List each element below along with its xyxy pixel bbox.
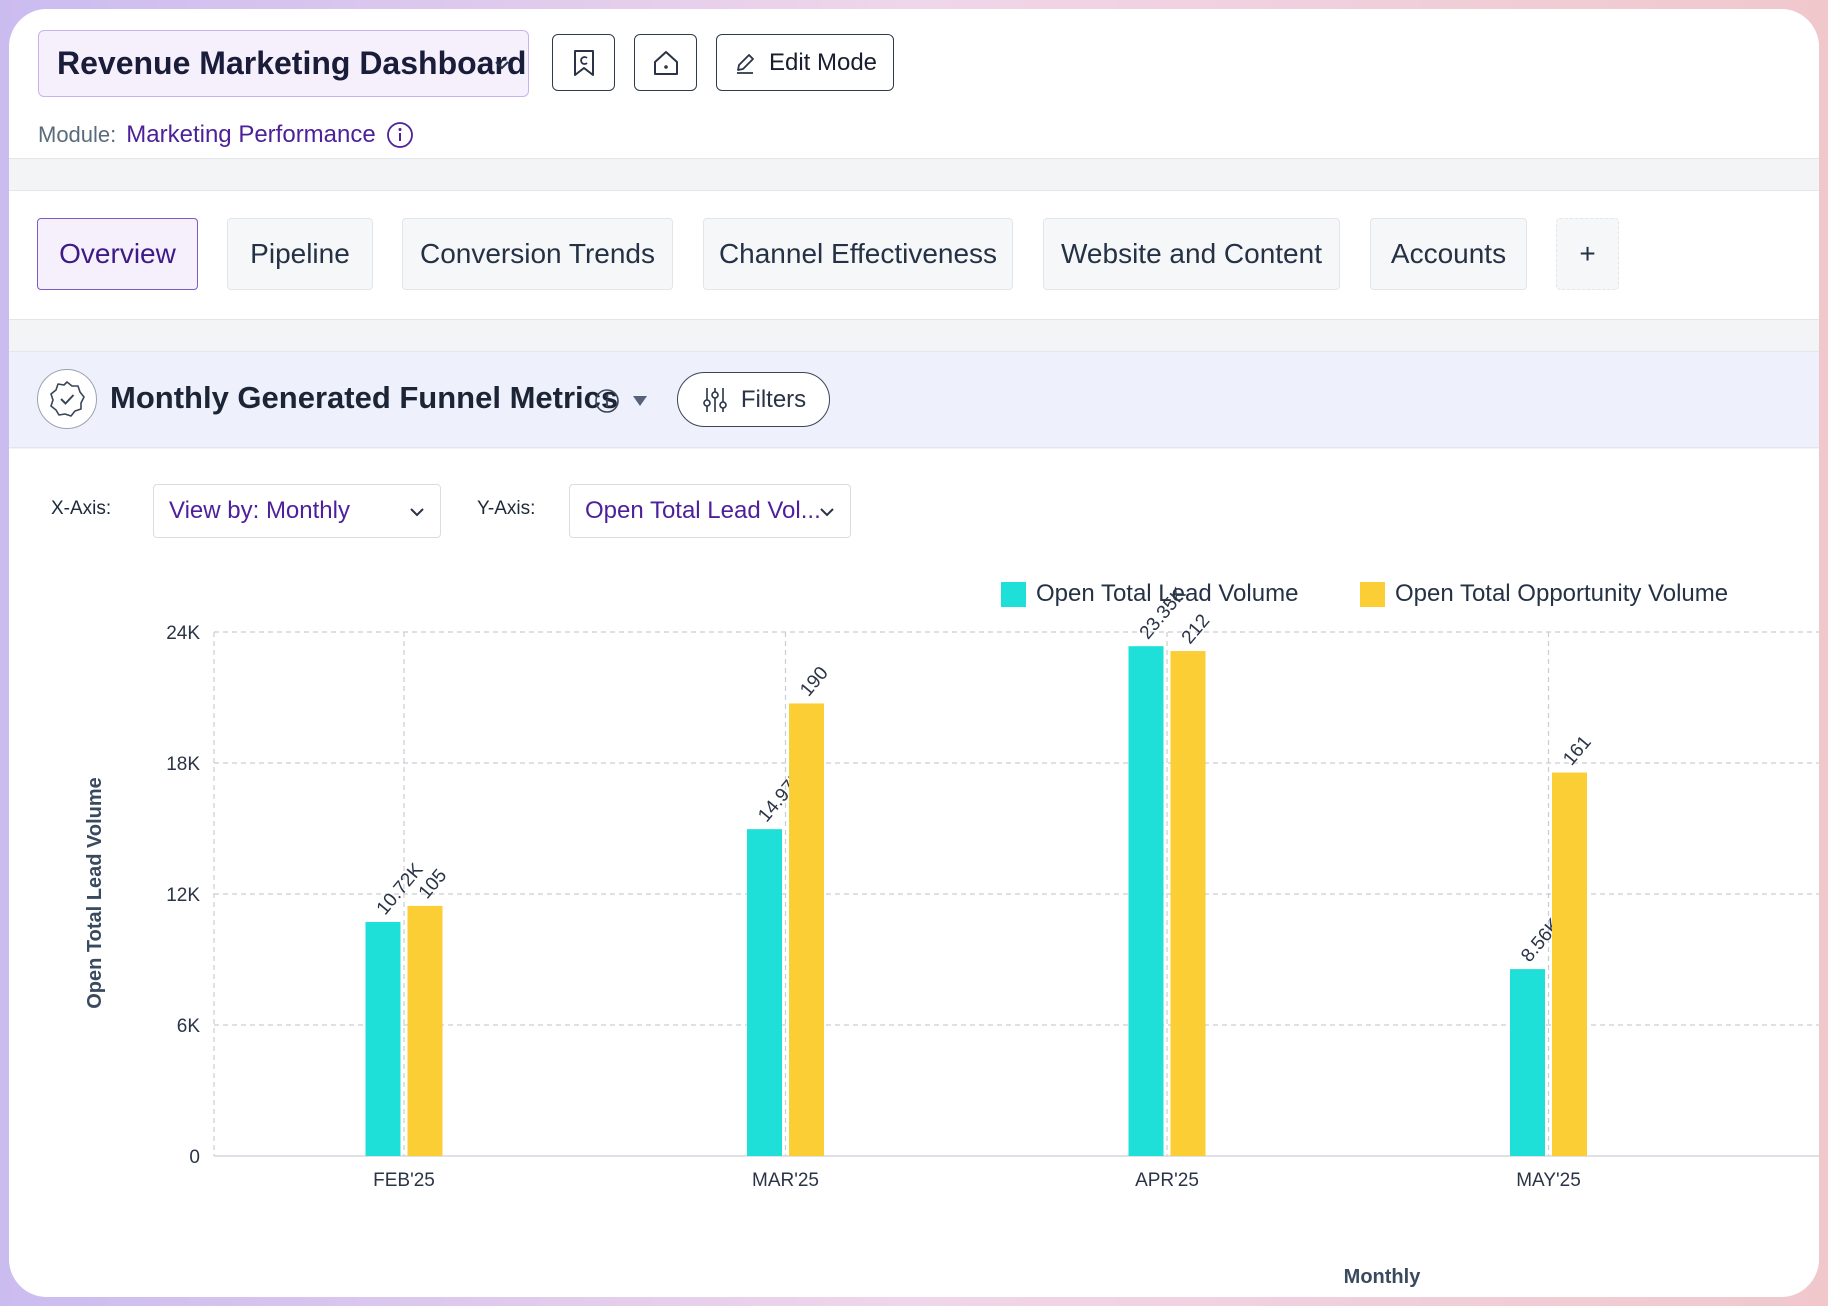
y-tick-label: 6K	[177, 1016, 201, 1037]
y-tick-label: 18K	[166, 754, 200, 775]
tab-label: Pipeline	[250, 238, 350, 269]
bookmark-button[interactable]	[552, 34, 615, 91]
tabs-bar: Overview Pipeline Conversion Trends Chan…	[9, 190, 1819, 320]
data-label-opportunity: 190	[796, 663, 832, 701]
y-tick-label: 0	[189, 1147, 200, 1168]
tab-overview[interactable]: Overview	[37, 218, 198, 290]
bar-opportunity	[407, 905, 443, 1156]
module-label: Module:	[38, 122, 117, 147]
widget-body: X-Axis: View by: Monthly Y-Axis: Open To…	[9, 449, 1819, 1297]
tab-website-and-content[interactable]: Website and Content	[1043, 218, 1340, 290]
x-axis-select[interactable]: View by: Monthly	[153, 484, 441, 538]
x-tick-label: MAY'25	[1516, 1170, 1581, 1191]
chevron-down-icon	[410, 508, 424, 517]
bar-opportunity	[789, 703, 824, 1156]
home-icon	[653, 50, 678, 75]
tab-accounts[interactable]: Accounts	[1370, 218, 1527, 290]
info-icon[interactable]	[594, 388, 620, 414]
bar-chart: 06K12K18K24K10.72K105FEB'2514.97K190MAR'…	[84, 584, 1819, 1288]
data-label-opportunity: 212	[1178, 610, 1214, 648]
bar-lead	[1510, 969, 1545, 1156]
data-label-opportunity: 161	[1559, 732, 1595, 770]
y-axis-select[interactable]: Open Total Lead Vol...	[569, 484, 851, 538]
y-axis-title: Open Total Lead Volume	[84, 777, 106, 1009]
legend-swatch-lead	[1001, 581, 1026, 607]
legend-label-opportunity: Open Total Opportunity Volume	[1395, 580, 1729, 607]
x-tick-label: FEB'25	[373, 1170, 435, 1191]
tab-label: Overview	[59, 238, 176, 269]
tab-conversion-trends[interactable]: Conversion Trends	[402, 218, 673, 290]
legend-item-lead[interactable]: Open Total Lead Volume	[1001, 580, 1298, 608]
dashboard-header: Revenue Marketing Dashboard Edit Mode	[9, 9, 1819, 159]
dashboard-title: Revenue Marketing Dashboard	[57, 45, 527, 81]
module-link[interactable]: Marketing Performance	[126, 121, 376, 148]
filters-button[interactable]: Filters	[677, 372, 830, 427]
caret-down-icon[interactable]	[632, 395, 648, 407]
edit-mode-button[interactable]: Edit Mode	[716, 34, 894, 91]
legend-swatch-opportunity	[1360, 581, 1385, 607]
bookmark-icon	[573, 49, 594, 76]
filters-label: Filters	[740, 385, 807, 413]
bar-lead	[365, 921, 401, 1156]
widget-header: Monthly Generated Funnel Metrics Filters	[9, 351, 1819, 448]
app-frame: Revenue Marketing Dashboard Edit Mode	[9, 9, 1819, 1297]
dashboard-selector[interactable]: Revenue Marketing Dashboard	[38, 30, 529, 97]
tab-channel-effectiveness[interactable]: Channel Effectiveness	[703, 218, 1013, 290]
pencil-icon	[736, 53, 754, 74]
tab-label: Channel Effectiveness	[718, 238, 998, 269]
y-tick-label: 12K	[166, 885, 200, 906]
edit-mode-label: Edit Mode	[768, 48, 878, 76]
legend-label-lead: Open Total Lead Volume	[1036, 580, 1299, 607]
bar-lead	[1128, 646, 1164, 1156]
x-axis-value: View by: Monthly	[169, 497, 350, 524]
plus-icon: +	[1579, 238, 1596, 269]
sliders-icon	[703, 387, 727, 412]
verified-badge-icon	[37, 369, 97, 429]
bar-lead	[747, 829, 782, 1156]
chevron-down-icon	[820, 508, 834, 517]
tab-label: Website and Content	[1061, 238, 1322, 269]
legend-item-opportunity[interactable]: Open Total Opportunity Volume	[1360, 580, 1728, 608]
widget-title: Monthly Generated Funnel Metrics	[110, 380, 619, 415]
home-button[interactable]	[634, 34, 697, 91]
tab-label: Accounts	[1390, 238, 1507, 269]
module-row: Module: Marketing Performance	[38, 121, 414, 149]
tab-pipeline[interactable]: Pipeline	[227, 218, 373, 290]
x-tick-label: APR'25	[1135, 1170, 1199, 1191]
add-tab-button[interactable]: +	[1556, 218, 1619, 290]
y-axis-label: Y-Axis:	[477, 498, 536, 519]
x-tick-label: MAR'25	[752, 1170, 819, 1191]
chevron-down-icon	[495, 61, 509, 70]
y-axis-value: Open Total Lead Vol...	[585, 497, 821, 524]
info-icon[interactable]	[386, 121, 414, 149]
x-axis-title: Monthly	[1344, 1266, 1422, 1288]
y-tick-label: 24K	[166, 623, 200, 644]
tab-label: Conversion Trends	[419, 238, 655, 269]
bar-opportunity	[1552, 772, 1587, 1156]
bar-opportunity	[1170, 651, 1206, 1156]
x-axis-label: X-Axis:	[51, 498, 112, 519]
